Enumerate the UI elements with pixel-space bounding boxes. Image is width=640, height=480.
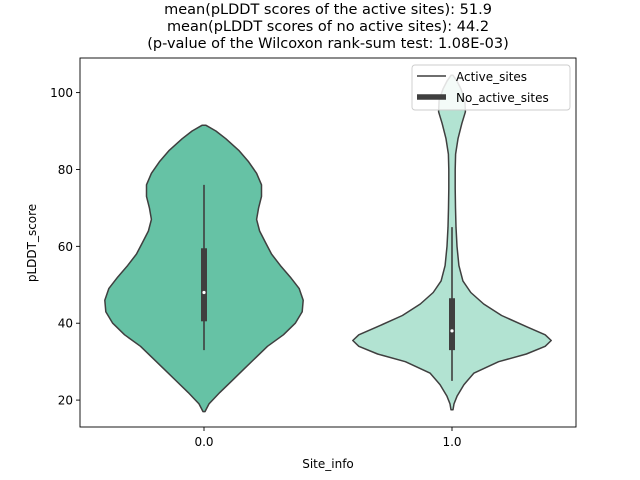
legend-label-active-sites: Active_sites [456,70,527,84]
y-tick-label: 60 [58,240,73,254]
y-axis-label: pLDDT_score [25,204,39,282]
plot-area-frame [79,57,577,428]
legend-label-no-active-sites: No_active_sites [456,91,549,105]
y-axis: 20 40 60 80 100 [50,86,80,408]
iqr-box-1.0 [449,298,455,351]
box-layer [201,184,455,381]
x-axis-label: Site_info [302,457,354,471]
legend-frame [411,64,571,111]
iqr-box-0.0 [201,248,207,322]
title-line-1: mean(pLDDT scores of the active sites): … [164,2,492,18]
title-line-3: (p-value of the Wilcoxon rank-sum test: … [147,36,508,52]
title-line-2: mean(pLDDT scores of no active sites): 4… [167,19,489,35]
y-tick-label: 40 [58,317,73,331]
median-marker-0.0 [202,290,206,295]
legend: Active_sites No_active_sites [411,64,571,111]
x-axis: 0.0 1.0 [194,427,462,449]
y-tick-label: 100 [50,86,73,100]
median-marker-1.0 [450,329,454,333]
x-tick-label: 1.0 [442,435,461,449]
y-tick-label: 20 [58,394,73,408]
x-tick-label: 0.0 [194,435,213,449]
violin-layer [104,74,552,413]
y-tick-label: 80 [58,163,73,177]
chart-title: mean(pLDDT scores of the active sites): … [147,2,508,52]
